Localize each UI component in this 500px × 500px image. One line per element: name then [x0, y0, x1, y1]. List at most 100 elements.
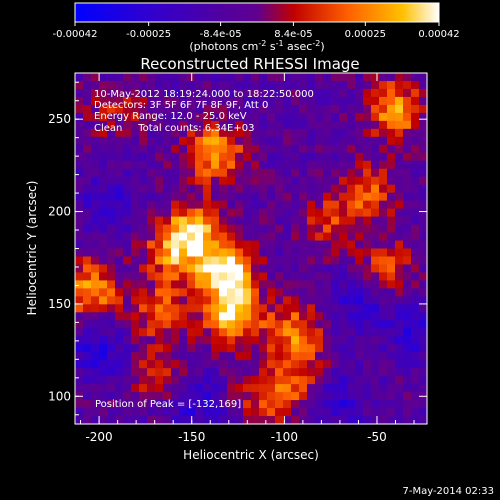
heatmap-cell: [347, 176, 356, 186]
heatmap-cell: [115, 192, 124, 202]
heatmap-cell: [379, 408, 388, 417]
heatmap-cell: [355, 376, 364, 385]
heatmap-cell: [235, 160, 244, 170]
heatmap-cell: [347, 328, 356, 337]
heatmap-cell: [323, 224, 332, 234]
heatmap-cell: [251, 96, 260, 106]
heatmap-cell: [371, 248, 380, 258]
heatmap-cell: [155, 376, 164, 385]
heatmap-cell: [203, 104, 212, 114]
heatmap-cell: [99, 184, 108, 194]
heatmap-cell: [187, 152, 196, 162]
heatmap-cell: [147, 264, 156, 274]
heatmap-cell: [131, 416, 140, 425]
heatmap-cell: [259, 112, 268, 122]
heatmap-cell: [187, 80, 196, 90]
heatmap-cell: [315, 296, 324, 305]
heatmap-cell: [131, 128, 140, 138]
heatmap-cell: [275, 328, 284, 337]
heatmap-cell: [147, 224, 156, 234]
heatmap-cell: [243, 304, 252, 313]
heatmap-cell: [219, 88, 228, 98]
heatmap-cell: [83, 88, 92, 98]
heatmap-cell: [83, 280, 92, 289]
heatmap-cell: [307, 416, 316, 425]
colorbar-tick-label: -0.00025: [126, 29, 171, 40]
heatmap-cell: [107, 392, 116, 401]
heatmap-cell: [379, 240, 388, 250]
heatmap-cell: [211, 73, 220, 82]
heatmap-cell: [403, 208, 412, 218]
heatmap-cell: [99, 400, 108, 409]
heatmap-cell: [315, 104, 324, 114]
heatmap-cell: [267, 192, 276, 202]
heatmap-cell: [395, 400, 404, 409]
heatmap-cell: [347, 208, 356, 218]
heatmap-cell: [123, 296, 132, 305]
heatmap-cell: [115, 104, 124, 114]
heatmap-cell: [251, 352, 260, 361]
heatmap-cell: [179, 216, 188, 226]
heatmap-cell: [219, 296, 228, 305]
heatmap-cell: [403, 240, 412, 250]
heatmap-cell: [123, 368, 132, 377]
heatmap-cell: [259, 184, 268, 194]
heatmap-cell: [131, 312, 140, 321]
heatmap-cell: [411, 192, 420, 202]
heatmap-cell: [299, 360, 308, 369]
heatmap-cell: [227, 144, 236, 154]
heatmap-cell: [251, 136, 260, 146]
heatmap-cell: [123, 200, 132, 210]
heatmap-cell: [115, 296, 124, 305]
heatmap-cell: [331, 232, 340, 242]
heatmap-cell: [259, 240, 268, 250]
heatmap-cell: [147, 312, 156, 321]
heatmap-cell: [267, 288, 276, 297]
heatmap-cell: [371, 160, 380, 170]
heatmap-cell: [195, 176, 204, 186]
heatmap-cell: [347, 352, 356, 361]
heatmap-cell: [195, 144, 204, 154]
heatmap-cell: [339, 120, 348, 130]
heatmap-cell: [363, 104, 372, 114]
heatmap-cell: [307, 376, 316, 385]
heatmap-cell: [307, 272, 316, 282]
heatmap-cell: [331, 368, 340, 377]
heatmap-cell: [243, 352, 252, 361]
heatmap-cell: [355, 232, 364, 242]
heatmap-cell: [219, 360, 228, 369]
heatmap-cell: [179, 224, 188, 234]
heatmap-cell: [227, 296, 236, 305]
heatmap-cell: [131, 280, 140, 289]
heatmap-cell: [75, 160, 84, 170]
heatmap-cell: [107, 112, 116, 122]
heatmap-cell: [315, 216, 324, 226]
heatmap-cell: [283, 272, 292, 282]
heatmap-cell: [307, 392, 316, 401]
heatmap-cell: [171, 240, 180, 250]
heatmap-cell: [179, 272, 188, 282]
heatmap-cell: [187, 408, 196, 417]
heatmap-cell: [227, 304, 236, 313]
heatmap-cell: [403, 368, 412, 377]
heatmap-cell: [219, 304, 228, 313]
heatmap-cell: [283, 312, 292, 321]
heatmap-cell: [179, 248, 188, 258]
heatmap-cell: [155, 320, 164, 329]
heatmap-cell: [387, 176, 396, 186]
heatmap-cell: [179, 296, 188, 305]
heatmap-cell: [107, 120, 116, 130]
heatmap-cell: [147, 120, 156, 130]
heatmap-cell: [267, 152, 276, 162]
heatmap-cell: [123, 280, 132, 289]
heatmap-cell: [323, 96, 332, 106]
heatmap-cell: [403, 144, 412, 154]
heatmap-cell: [251, 392, 260, 401]
heatmap-cell: [307, 400, 316, 409]
heatmap-cell: [203, 176, 212, 186]
heatmap-cell: [331, 152, 340, 162]
heatmap-cell: [107, 368, 116, 377]
heatmap-cell: [131, 248, 140, 258]
heatmap-cell: [339, 128, 348, 138]
heatmap-cell: [131, 104, 140, 114]
